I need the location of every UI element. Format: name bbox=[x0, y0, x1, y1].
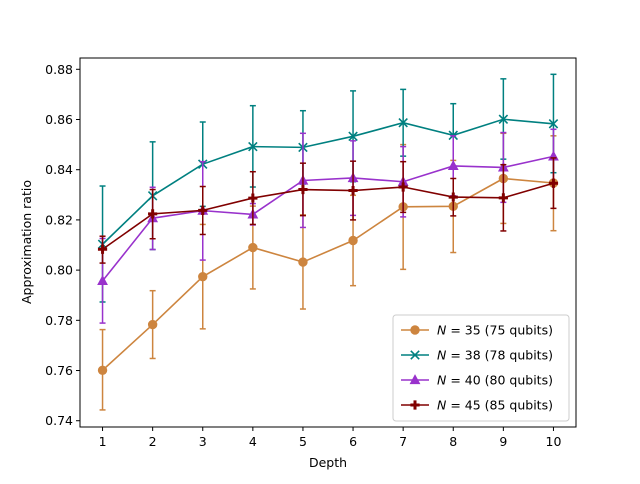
series-4 bbox=[97, 157, 559, 264]
data-point bbox=[348, 235, 358, 246]
series-line bbox=[101, 155, 554, 282]
legend-text: = 45 (85 qubits) bbox=[446, 398, 553, 413]
axis-ticks: 1 2 3 4 5 6 7 8 9 10 0.74 0.76 0.78 0.80 0.82 0.84 0.86 0… bbox=[45, 62, 561, 449]
y-tick-label: 0.86 bbox=[45, 112, 73, 127]
y-tick-label: 0.80 bbox=[45, 263, 73, 278]
legend-item: N = 40 (80 qubits) bbox=[401, 373, 553, 388]
y-tick-label: 0.74 bbox=[45, 413, 73, 428]
y-tick-label: 0.76 bbox=[45, 363, 73, 378]
legend-variable: N bbox=[437, 348, 447, 363]
x-tick-label: 2 bbox=[149, 434, 157, 449]
legend-text: = 35 (75 qubits) bbox=[446, 323, 553, 338]
legend-variable: N bbox=[437, 323, 447, 338]
plot-area-frame bbox=[79, 57, 577, 428]
data-point bbox=[147, 319, 158, 330]
x-tick-label: 10 bbox=[546, 434, 562, 449]
legend-item: N = 35 (75 qubits) bbox=[401, 323, 553, 338]
data-point bbox=[97, 275, 108, 286]
x-tick-label: 1 bbox=[99, 434, 107, 449]
legend: N = 35 (75 qubits)N = 38 (78 qubits)N = … bbox=[392, 314, 570, 422]
x-axis-label: Depth bbox=[309, 455, 347, 470]
data-point bbox=[498, 114, 509, 125]
y-tick-label: 0.82 bbox=[45, 212, 73, 227]
legend-text: = 38 (78 qubits) bbox=[446, 348, 553, 363]
data-point bbox=[198, 205, 208, 215]
legend-box bbox=[392, 314, 570, 422]
legend-label: N = 38 (78 qubits) bbox=[437, 348, 553, 363]
y-tick-label: 0.84 bbox=[45, 162, 73, 177]
x-tick-label: 5 bbox=[299, 434, 307, 449]
data-point bbox=[348, 185, 358, 196]
data-point bbox=[448, 192, 458, 202]
data-point bbox=[447, 160, 459, 171]
legend-item: N = 45 (85 qubits) bbox=[401, 398, 553, 413]
data-point bbox=[398, 117, 408, 128]
data-point bbox=[348, 131, 358, 142]
data-point bbox=[97, 365, 108, 375]
data-point bbox=[248, 193, 258, 203]
legend-variable: N bbox=[437, 373, 447, 388]
y-tick-label: 0.78 bbox=[45, 313, 73, 328]
x-tick-label: 7 bbox=[399, 434, 407, 449]
x-tick-label: 3 bbox=[199, 434, 207, 449]
legend-variable: N bbox=[437, 398, 447, 413]
legend-label: N = 35 (75 qubits) bbox=[437, 323, 553, 338]
legend-text: = 40 (80 qubits) bbox=[446, 373, 553, 388]
y-tick-label: 0.88 bbox=[45, 62, 73, 77]
data-point bbox=[97, 244, 108, 254]
series-line bbox=[102, 177, 554, 371]
data-point bbox=[548, 119, 559, 129]
series-line bbox=[101, 118, 554, 245]
chart-marks bbox=[97, 73, 559, 411]
legend-label: N = 40 (80 qubits) bbox=[437, 373, 553, 388]
legend-item: N = 38 (78 qubits) bbox=[401, 348, 553, 363]
series-line bbox=[102, 182, 554, 250]
x-tick-label: 9 bbox=[499, 434, 507, 449]
data-point bbox=[548, 178, 559, 188]
x-tick-label: 8 bbox=[449, 434, 457, 449]
data-point bbox=[498, 193, 508, 203]
x-tick-label: 4 bbox=[249, 434, 257, 449]
legend-marker bbox=[410, 325, 420, 335]
legend-marker bbox=[409, 374, 421, 385]
data-point bbox=[398, 182, 408, 192]
legend-marker bbox=[410, 350, 420, 360]
data-point bbox=[248, 242, 258, 253]
legend-marker bbox=[410, 400, 420, 410]
data-point bbox=[198, 271, 208, 282]
data-point bbox=[248, 141, 258, 152]
data-point bbox=[148, 209, 158, 219]
legend-label: N = 45 (85 qubits) bbox=[437, 398, 553, 413]
x-tick-label: 6 bbox=[349, 434, 357, 449]
y-axis-label: Approximation ratio bbox=[19, 180, 34, 304]
data-point bbox=[298, 257, 308, 267]
data-point bbox=[298, 184, 308, 195]
